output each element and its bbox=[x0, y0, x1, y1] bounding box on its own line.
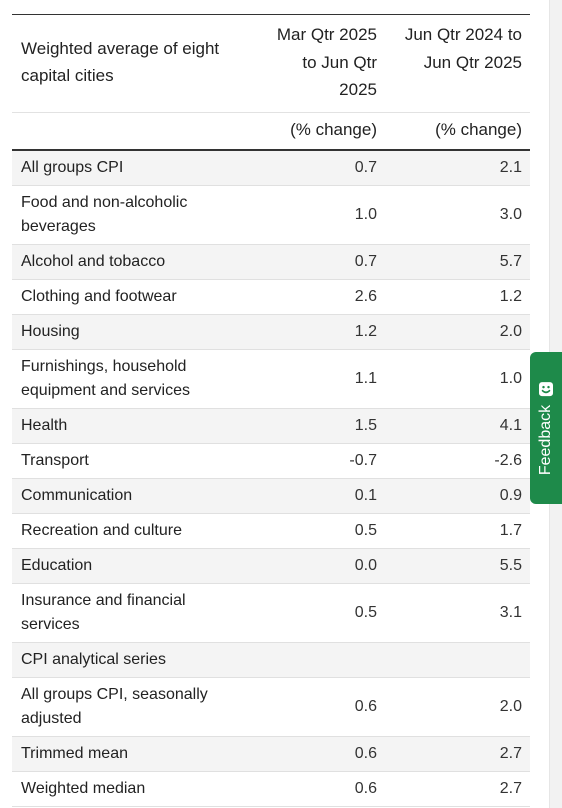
cpi-table: Weighted average of eight capital cities… bbox=[12, 14, 530, 807]
table-header-row: Weighted average of eight capital cities… bbox=[12, 14, 530, 113]
row-value-annual: -2.6 bbox=[385, 443, 530, 479]
row-value-quarterly: 0.7 bbox=[252, 149, 385, 186]
table-units-row: (% change) (% change) bbox=[12, 112, 530, 151]
row-value-quarterly: 0.6 bbox=[252, 771, 385, 807]
row-label: Education bbox=[12, 548, 252, 584]
row-label: All groups CPI bbox=[12, 149, 252, 186]
table-row: All groups CPI 0.7 2.1 bbox=[12, 149, 530, 186]
row-label: Communication bbox=[12, 478, 252, 514]
row-value-annual: 0.9 bbox=[385, 478, 530, 514]
cpi-table-container: Weighted average of eight capital cities… bbox=[12, 14, 530, 807]
row-value-annual: 5.5 bbox=[385, 548, 530, 584]
table-row: Health 1.5 4.1 bbox=[12, 408, 530, 444]
row-value-annual: 2.7 bbox=[385, 736, 530, 772]
section-label: CPI analytical series bbox=[12, 642, 252, 678]
row-value-quarterly: 1.5 bbox=[252, 408, 385, 444]
table-row: Weighted median 0.6 2.7 bbox=[12, 771, 530, 807]
row-value-annual: 4.1 bbox=[385, 408, 530, 444]
table-row: Housing 1.2 2.0 bbox=[12, 314, 530, 350]
row-value-quarterly: 1.0 bbox=[252, 185, 385, 245]
header-label: Weighted average of eight capital cities bbox=[12, 14, 252, 113]
row-value-quarterly: 0.5 bbox=[252, 513, 385, 549]
units-col-annual: (% change) bbox=[385, 112, 530, 151]
row-value-annual: 5.7 bbox=[385, 244, 530, 280]
row-label: Food and non-alcoholic beverages bbox=[12, 185, 252, 245]
row-value-quarterly: 0.0 bbox=[252, 548, 385, 584]
row-value-quarterly: 0.1 bbox=[252, 478, 385, 514]
units-blank bbox=[12, 112, 252, 151]
feedback-label: Feedback bbox=[537, 404, 554, 476]
row-value-quarterly: -0.7 bbox=[252, 443, 385, 479]
table-row: Insurance and financial services 0.5 3.1 bbox=[12, 583, 530, 643]
row-value-annual: 1.0 bbox=[385, 349, 530, 409]
row-label: Furnishings, household equipment and ser… bbox=[12, 349, 252, 409]
table-row: Recreation and culture 0.5 1.7 bbox=[12, 513, 530, 549]
smiley-feedback-icon bbox=[538, 381, 554, 397]
units-col-quarterly: (% change) bbox=[252, 112, 385, 151]
row-value-quarterly: 0.7 bbox=[252, 244, 385, 280]
row-label: Transport bbox=[12, 443, 252, 479]
feedback-content: Feedback bbox=[537, 381, 555, 475]
row-value-quarterly: 1.2 bbox=[252, 314, 385, 350]
row-label: Housing bbox=[12, 314, 252, 350]
row-label: Insurance and financial services bbox=[12, 583, 252, 643]
row-value-annual: 1.7 bbox=[385, 513, 530, 549]
row-value-annual: 2.1 bbox=[385, 149, 530, 186]
row-label: Alcohol and tobacco bbox=[12, 244, 252, 280]
row-value-annual: 1.2 bbox=[385, 279, 530, 315]
row-label: Trimmed mean bbox=[12, 736, 252, 772]
table-row: Alcohol and tobacco 0.7 5.7 bbox=[12, 244, 530, 280]
table-row: Clothing and footwear 2.6 1.2 bbox=[12, 279, 530, 315]
row-value-annual: 2.0 bbox=[385, 314, 530, 350]
row-value-annual: 2.0 bbox=[385, 677, 530, 737]
row-label: All groups CPI, seasonally adjusted bbox=[12, 677, 252, 737]
row-value-quarterly: 0.5 bbox=[252, 583, 385, 643]
table-row: Food and non-alcoholic beverages 1.0 3.0 bbox=[12, 185, 530, 245]
row-value-quarterly bbox=[252, 642, 385, 678]
header-col-quarterly: Mar Qtr 2025 to Jun Qtr 2025 bbox=[252, 14, 385, 113]
row-value-quarterly: 0.6 bbox=[252, 677, 385, 737]
row-value-annual: 2.7 bbox=[385, 771, 530, 807]
header-col-annual: Jun Qtr 2024 to Jun Qtr 2025 bbox=[385, 14, 530, 113]
table-row: Transport -0.7 -2.6 bbox=[12, 443, 530, 479]
row-label: Health bbox=[12, 408, 252, 444]
table-section-row: CPI analytical series bbox=[12, 642, 530, 678]
table-row: Trimmed mean 0.6 2.7 bbox=[12, 736, 530, 772]
row-value-annual bbox=[385, 642, 530, 678]
row-value-quarterly: 2.6 bbox=[252, 279, 385, 315]
row-label: Clothing and footwear bbox=[12, 279, 252, 315]
row-value-annual: 3.0 bbox=[385, 185, 530, 245]
row-value-quarterly: 0.6 bbox=[252, 736, 385, 772]
table-row: All groups CPI, seasonally adjusted 0.6 … bbox=[12, 677, 530, 737]
row-label: Weighted median bbox=[12, 771, 252, 807]
feedback-button[interactable]: Feedback bbox=[530, 352, 562, 504]
table-row: Furnishings, household equipment and ser… bbox=[12, 349, 530, 409]
row-value-annual: 3.1 bbox=[385, 583, 530, 643]
row-label: Recreation and culture bbox=[12, 513, 252, 549]
row-value-quarterly: 1.1 bbox=[252, 349, 385, 409]
table-row: Communication 0.1 0.9 bbox=[12, 478, 530, 514]
table-row: Education 0.0 5.5 bbox=[12, 548, 530, 584]
